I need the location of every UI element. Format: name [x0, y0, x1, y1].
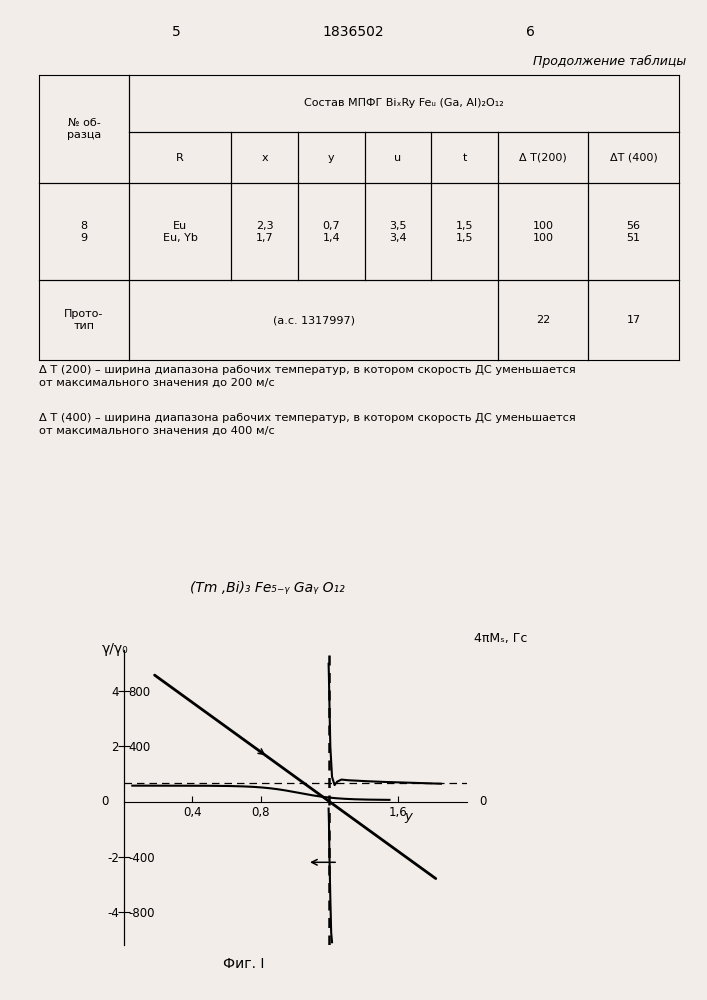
- Text: 8
9: 8 9: [81, 221, 88, 243]
- Text: y: y: [404, 810, 412, 823]
- Text: γ/γ₀: γ/γ₀: [102, 642, 129, 656]
- Text: 0: 0: [479, 795, 487, 808]
- Text: Состав МПФГ BiₓRy Feᵤ (Ga, Al)₂O₁₂: Состав МПФГ BiₓRy Feᵤ (Ga, Al)₂O₁₂: [304, 99, 504, 108]
- Text: y: y: [328, 153, 334, 163]
- Text: 1836502: 1836502: [322, 25, 385, 39]
- Text: 100
100: 100 100: [533, 221, 554, 243]
- Text: Eu
Eu, Yb: Eu Eu, Yb: [163, 221, 198, 243]
- Text: u: u: [395, 153, 402, 163]
- Text: Продолжение таблицы: Продолжение таблицы: [532, 55, 686, 68]
- Text: 5: 5: [173, 25, 181, 39]
- Text: 22: 22: [536, 315, 551, 325]
- Text: t: t: [462, 153, 467, 163]
- Text: 0: 0: [101, 795, 108, 808]
- Text: Δ T (200) – ширина диапазона рабочих температур, в котором скорость ДС уменьшает: Δ T (200) – ширина диапазона рабочих тем…: [39, 365, 575, 388]
- Text: 17: 17: [626, 315, 641, 325]
- Text: x: x: [262, 153, 268, 163]
- Text: Δ T(200): Δ T(200): [520, 153, 567, 163]
- Text: 3,5
3,4: 3,5 3,4: [390, 221, 407, 243]
- Text: 0,7
1,4: 0,7 1,4: [322, 221, 340, 243]
- Text: 2,3
1,7: 2,3 1,7: [256, 221, 274, 243]
- Text: № об-
разца: № об- разца: [67, 118, 101, 140]
- Text: (а.с. 1317997): (а.с. 1317997): [273, 315, 355, 325]
- Text: Δ T (400) – ширина диапазона рабочих температур, в котором скорость ДС уменьшает: Δ T (400) – ширина диапазона рабочих тем…: [39, 413, 575, 436]
- Text: 6: 6: [526, 25, 534, 39]
- Text: 4πMₛ, Гс: 4πMₛ, Гс: [474, 632, 527, 645]
- Text: Фиг. I: Фиг. I: [223, 957, 264, 971]
- Text: Прото-
тип: Прото- тип: [64, 309, 104, 331]
- Text: ΔT (400): ΔT (400): [609, 153, 658, 163]
- Text: R: R: [176, 153, 184, 163]
- Text: 1,5
1,5: 1,5 1,5: [456, 221, 474, 243]
- Text: (Tm ,Bi)₃ Fe₅₋ᵧ Gaᵧ O₁₂: (Tm ,Bi)₃ Fe₅₋ᵧ Gaᵧ O₁₂: [190, 581, 345, 595]
- Text: 56
51: 56 51: [626, 221, 641, 243]
